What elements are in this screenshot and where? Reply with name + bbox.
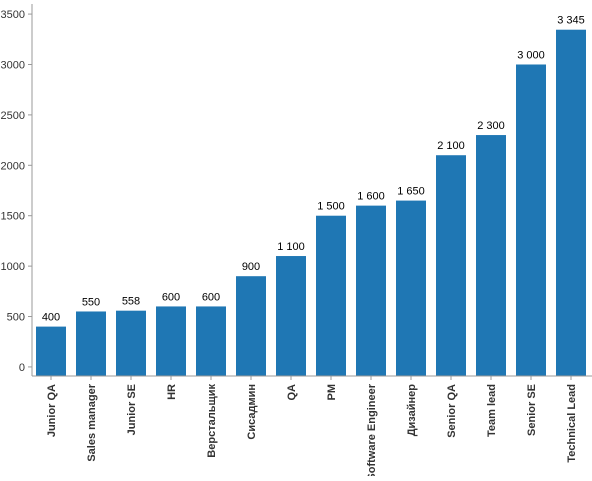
category-label: Sales manager — [86, 383, 98, 461]
category-label: Team lead — [486, 384, 498, 437]
bar — [276, 256, 306, 376]
category-label: PM — [326, 384, 338, 401]
bar — [76, 311, 106, 376]
data-label: 1 100 — [277, 241, 305, 253]
bar — [476, 135, 506, 376]
bars — [36, 29, 586, 377]
data-label: 600 — [202, 291, 220, 303]
data-labels: 400 550 558 600 600 900 1 100 1 500 1 600 1 650 2 … — [42, 15, 585, 324]
data-label: 3 345 — [557, 15, 585, 27]
category-label: Сисадмин — [246, 384, 258, 440]
category-label: Junior SE — [126, 384, 138, 435]
bar — [516, 64, 546, 377]
bar — [396, 200, 426, 376]
data-label: 2 300 — [477, 120, 505, 132]
category-label: Senior QA — [446, 384, 458, 438]
y-tick-label: 2500 — [1, 110, 25, 122]
category-label: Верстальщик — [206, 384, 218, 458]
data-label: 1 500 — [317, 201, 345, 213]
y-axis: 0 500 1000 1500 2000 2500 3000 3500 — [1, 4, 33, 376]
bar — [196, 306, 226, 376]
category-label: HR — [166, 384, 178, 400]
x-axis: Junior QA Sales manager Junior SE HR Верстал… — [32, 375, 592, 481]
data-label: 558 — [122, 296, 140, 308]
y-tick-label: 1000 — [1, 261, 25, 273]
data-label: 2 100 — [437, 140, 465, 152]
bar — [436, 155, 466, 376]
data-label: 900 — [242, 261, 260, 273]
bar — [116, 310, 146, 376]
data-label: 550 — [82, 296, 100, 308]
y-tick-label: 3500 — [1, 9, 25, 21]
category-label: Junior QA — [46, 384, 58, 437]
bar — [236, 276, 266, 376]
data-label: 3 000 — [517, 49, 545, 61]
data-label: 1 650 — [397, 186, 425, 198]
y-tick-label: 500 — [7, 312, 25, 324]
category-label: Senior SE — [526, 384, 538, 436]
y-tick-label: 0 — [19, 362, 25, 374]
y-tick-label: 1500 — [1, 211, 25, 223]
bar — [556, 29, 586, 377]
data-label: 1 600 — [357, 191, 385, 203]
data-label: 400 — [42, 312, 60, 324]
category-label: Software Engineer — [366, 383, 378, 476]
category-label: Дизайнер — [406, 384, 418, 437]
bar — [316, 215, 346, 376]
bar — [36, 326, 66, 376]
data-label: 600 — [162, 291, 180, 303]
bar — [156, 306, 186, 376]
category-label: QA — [286, 384, 298, 401]
y-tick-label: 2000 — [1, 160, 25, 172]
bar — [356, 205, 386, 376]
y-tick-label: 3000 — [1, 59, 25, 71]
category-label: Technical Lead — [566, 384, 578, 463]
